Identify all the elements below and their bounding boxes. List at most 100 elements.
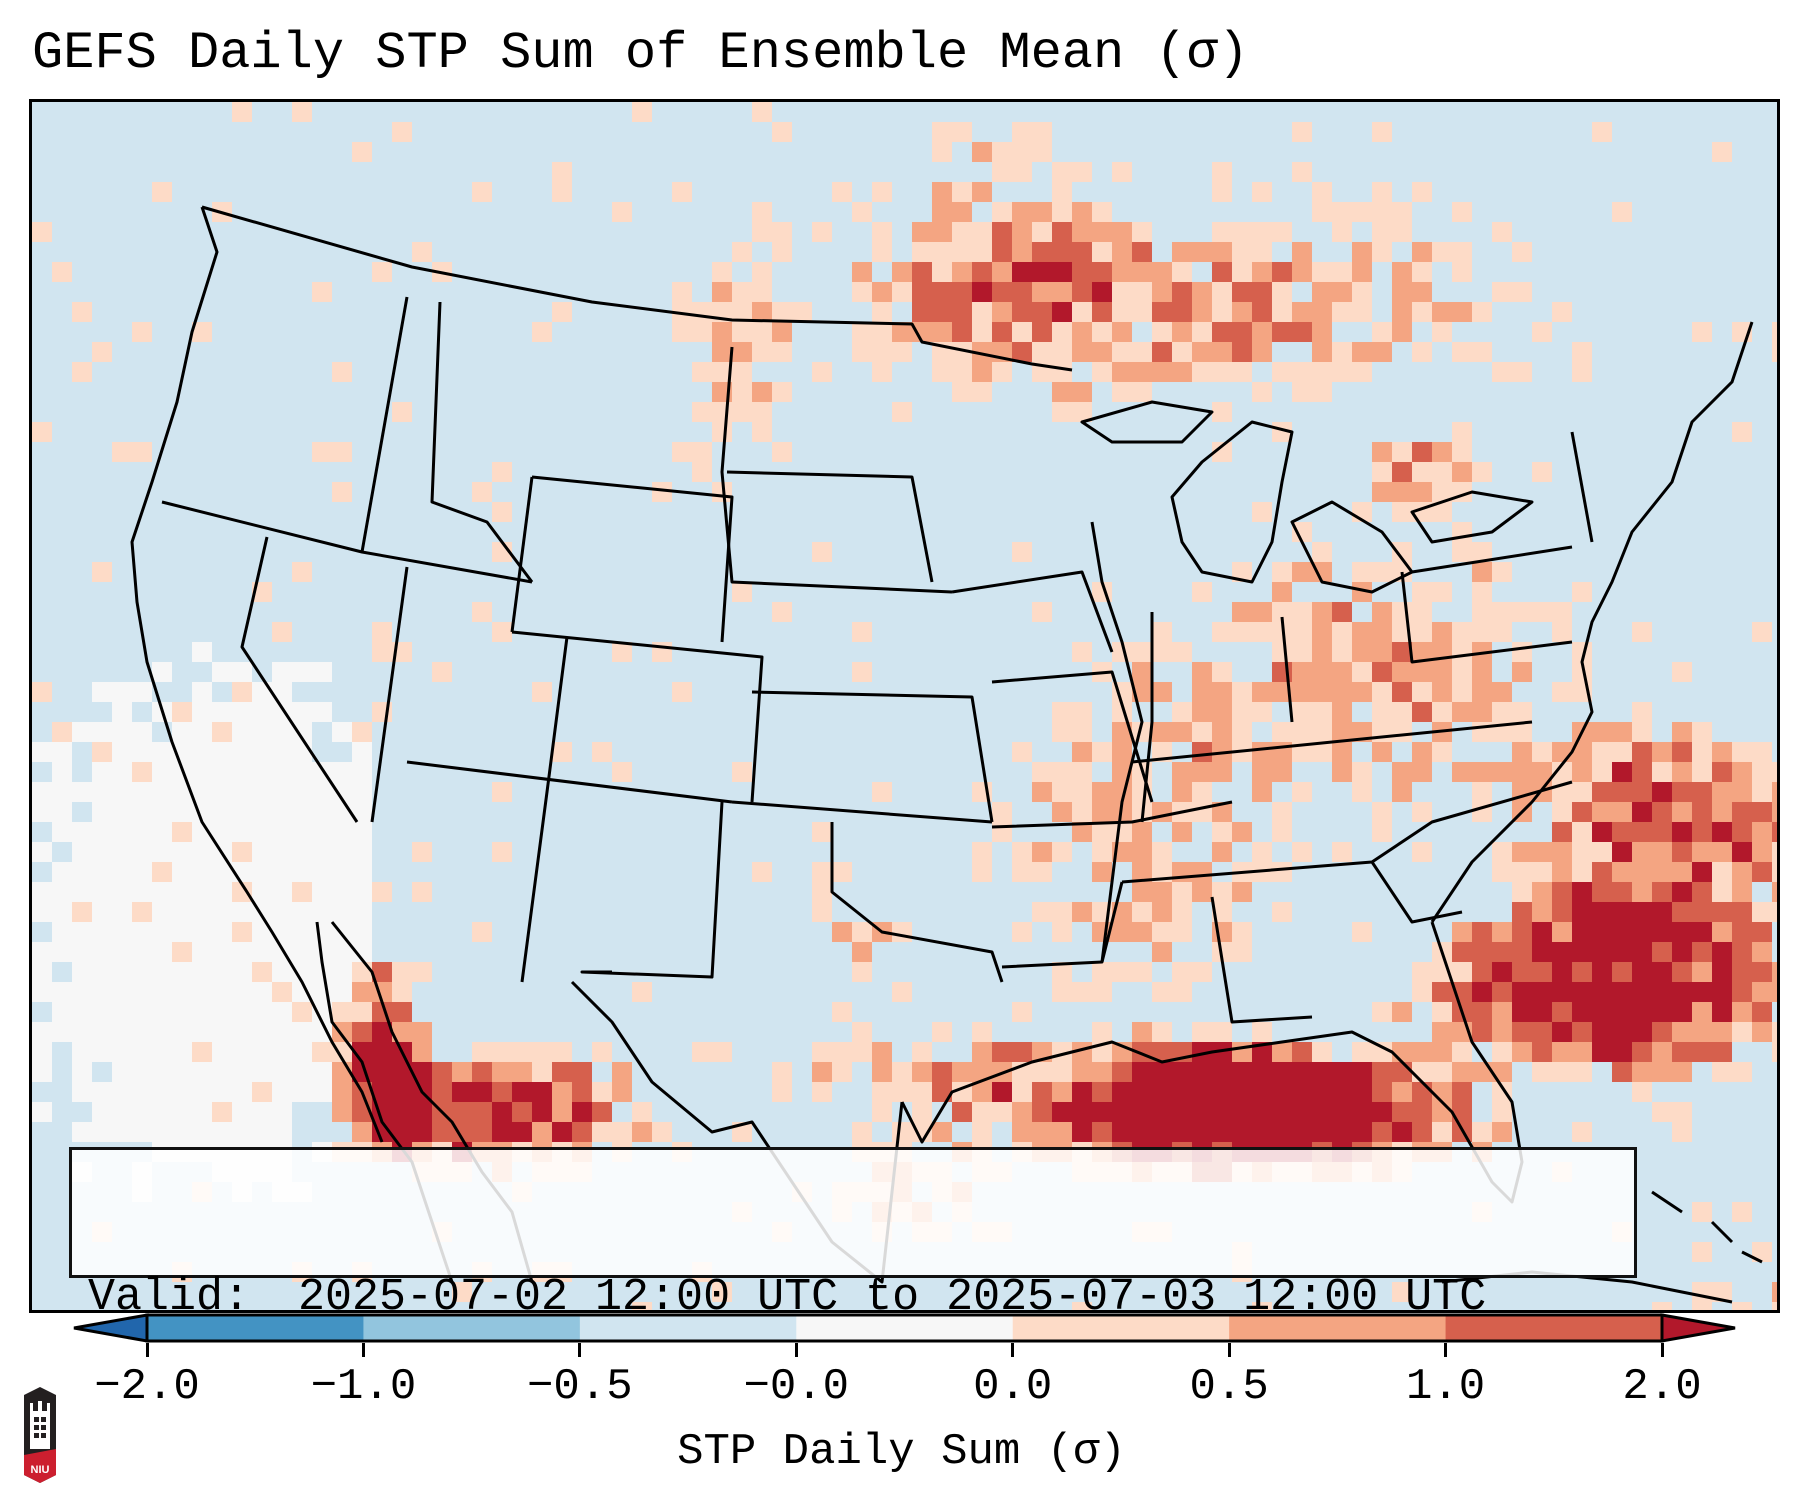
grid-cell: [672, 282, 692, 302]
grid-cell: [1292, 842, 1312, 862]
grid-cell: [212, 1062, 232, 1082]
grid-cell: [1512, 962, 1532, 982]
grid-cell: [1312, 302, 1332, 322]
grid-cell: [1412, 262, 1432, 282]
grid-cell: [712, 262, 732, 282]
grid-cell: [1432, 442, 1452, 462]
grid-cell: [1612, 842, 1632, 862]
grid-cell: [52, 982, 72, 1002]
grid-cell: [672, 682, 692, 702]
grid-cell: [52, 882, 72, 902]
grid-cell: [972, 862, 992, 882]
grid-cell: [1492, 962, 1512, 982]
grid-cell: [1012, 842, 1032, 862]
grid-cell: [1332, 362, 1352, 382]
grid-cell: [32, 1042, 52, 1062]
grid-cell: [1412, 482, 1432, 502]
grid-cell: [1572, 362, 1592, 382]
grid-cell: [1232, 1062, 1252, 1082]
valid-row: Valid: 2025-07-02 12:00 UTC to 2025-07-03…: [88, 1270, 1634, 1310]
grid-cell: [1152, 1022, 1172, 1042]
grid-cell: [1072, 722, 1092, 742]
grid-cell: [952, 182, 972, 202]
grid-cell: [1232, 562, 1252, 582]
grid-cell: [1032, 862, 1052, 882]
grid-cell: [972, 842, 992, 862]
grid-cell: [372, 262, 392, 282]
grid-cell: [1432, 662, 1452, 682]
grid-cell: [352, 1022, 372, 1042]
grid-cell: [332, 822, 352, 842]
grid-cell: [1332, 1102, 1352, 1122]
grid-cell: [432, 1122, 452, 1142]
grid-cell: [1212, 222, 1232, 242]
grid-cell: [1212, 162, 1232, 182]
grid-cell: [632, 1102, 652, 1122]
grid-cell: [1192, 962, 1212, 982]
grid-cell: [1652, 1042, 1672, 1062]
grid-cell: [1672, 1002, 1692, 1022]
grid-cell: [1392, 1062, 1412, 1082]
colorbar-tick-label: 0.0: [973, 1362, 1053, 1412]
grid-cell: [932, 362, 952, 382]
grid-cell: [1192, 702, 1212, 722]
grid-cell: [752, 262, 772, 282]
grid-cell: [192, 822, 212, 842]
grid-cell: [912, 242, 932, 262]
grid-cell: [92, 1082, 112, 1102]
grid-cell: [1432, 302, 1452, 322]
grid-cell: [412, 962, 432, 982]
grid-cell: [1412, 742, 1432, 762]
grid-cell: [1372, 342, 1392, 362]
grid-cell: [1152, 942, 1172, 962]
state-line: [1140, 612, 1154, 823]
grid-cell: [1712, 962, 1732, 982]
grid-cell: [192, 862, 212, 882]
grid-cell: [1692, 1002, 1712, 1022]
grid-cell: [52, 722, 72, 742]
grid-cell: [1392, 1002, 1412, 1022]
grid-cell: [1212, 1022, 1232, 1042]
grid-cell: [1352, 782, 1372, 802]
grid-cell: [812, 882, 832, 902]
grid-cell: [1772, 802, 1777, 822]
grid-cell: [572, 1062, 592, 1082]
grid-cell: [1692, 842, 1712, 862]
grid-cell: [1012, 222, 1032, 242]
grid-cell: [1092, 862, 1112, 882]
grid-cell: [152, 902, 172, 922]
grid-cell: [1472, 602, 1492, 622]
grid-cell: [1112, 282, 1132, 302]
grid-cell: [1292, 782, 1312, 802]
grid-cell: [1172, 1102, 1192, 1122]
grid-cell: [1572, 1122, 1592, 1142]
grid-cell: [32, 902, 52, 922]
grid-cell: [1432, 742, 1452, 762]
grid-cell: [1132, 242, 1152, 262]
grid-cell: [1192, 342, 1212, 362]
grid-cell: [1612, 202, 1632, 222]
grid-cell: [1072, 982, 1092, 1002]
grid-cell: [812, 222, 832, 242]
grid-cell: [212, 982, 232, 1002]
grid-cell: [1372, 682, 1392, 702]
grid-cell: [272, 722, 292, 742]
grid-cell: [272, 902, 292, 922]
info-box: Valid: 2025-07-02 12:00 UTC to 2025-07-03…: [69, 1147, 1637, 1310]
grid-cell: [412, 842, 432, 862]
grid-cell: [1712, 1062, 1732, 1082]
grid-cell: [1272, 582, 1292, 602]
grid-cell: [1232, 822, 1252, 842]
grid-cell: [1552, 922, 1572, 942]
grid-cell: [272, 962, 292, 982]
grid-cell: [832, 182, 852, 202]
colorbar-bin: [579, 1315, 797, 1341]
grid-cell: [1772, 882, 1777, 902]
grid-cell: [1232, 702, 1252, 722]
grid-cell: [1632, 822, 1652, 842]
grid-cell: [1132, 642, 1152, 662]
grid-cell: [1292, 262, 1312, 282]
grid-cell: [972, 262, 992, 282]
grid-cell: [1392, 682, 1412, 702]
grid-cell: [1392, 202, 1412, 222]
